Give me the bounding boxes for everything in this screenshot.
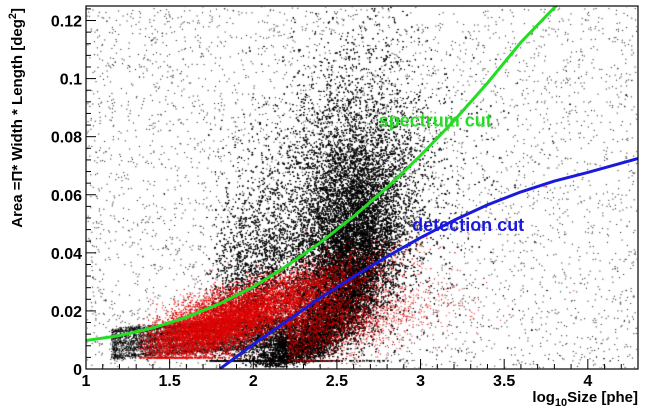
series-labels: spectrum cut detection cut — [379, 111, 524, 236]
detection-cut-label: detection cut — [412, 215, 524, 235]
x-tick-label: 1.5 — [159, 373, 181, 390]
y-axis-title: Area =Π* Width * Length [deg2] — [7, 8, 26, 228]
y-tick-label: 0.06 — [51, 188, 82, 205]
y-tick-label: 0 — [73, 362, 82, 379]
x-axis-title: log10Size [phe] — [532, 389, 638, 409]
x-tick-label: 3.5 — [493, 373, 515, 390]
y-tick-label: 0.12 — [51, 14, 82, 31]
x-tick-label: 4 — [583, 373, 592, 390]
x-tick-label: 1 — [82, 373, 91, 390]
x-tick-label: 3 — [416, 373, 425, 390]
plot-frame — [85, 5, 639, 370]
y-tick-label: 0.02 — [51, 304, 82, 321]
x-tick-label: 2.5 — [326, 373, 348, 390]
x-tick-label: 2 — [249, 373, 258, 390]
spectrum-cut-line — [86, 6, 559, 342]
axis-ticks: 1 1.5 2 2.5 3 3.5 4 0 0.02 0.04 0.06 0.08 0.1 0.12 — [51, 8, 622, 390]
detection-cut-line — [218, 157, 638, 369]
spectrum-cut-label: spectrum cut — [379, 111, 492, 131]
y-tick-label: 0.08 — [51, 130, 82, 147]
y-tick-label: 0.1 — [60, 72, 82, 89]
y-tick-label: 0.04 — [51, 246, 82, 263]
cut-curves — [86, 6, 638, 369]
